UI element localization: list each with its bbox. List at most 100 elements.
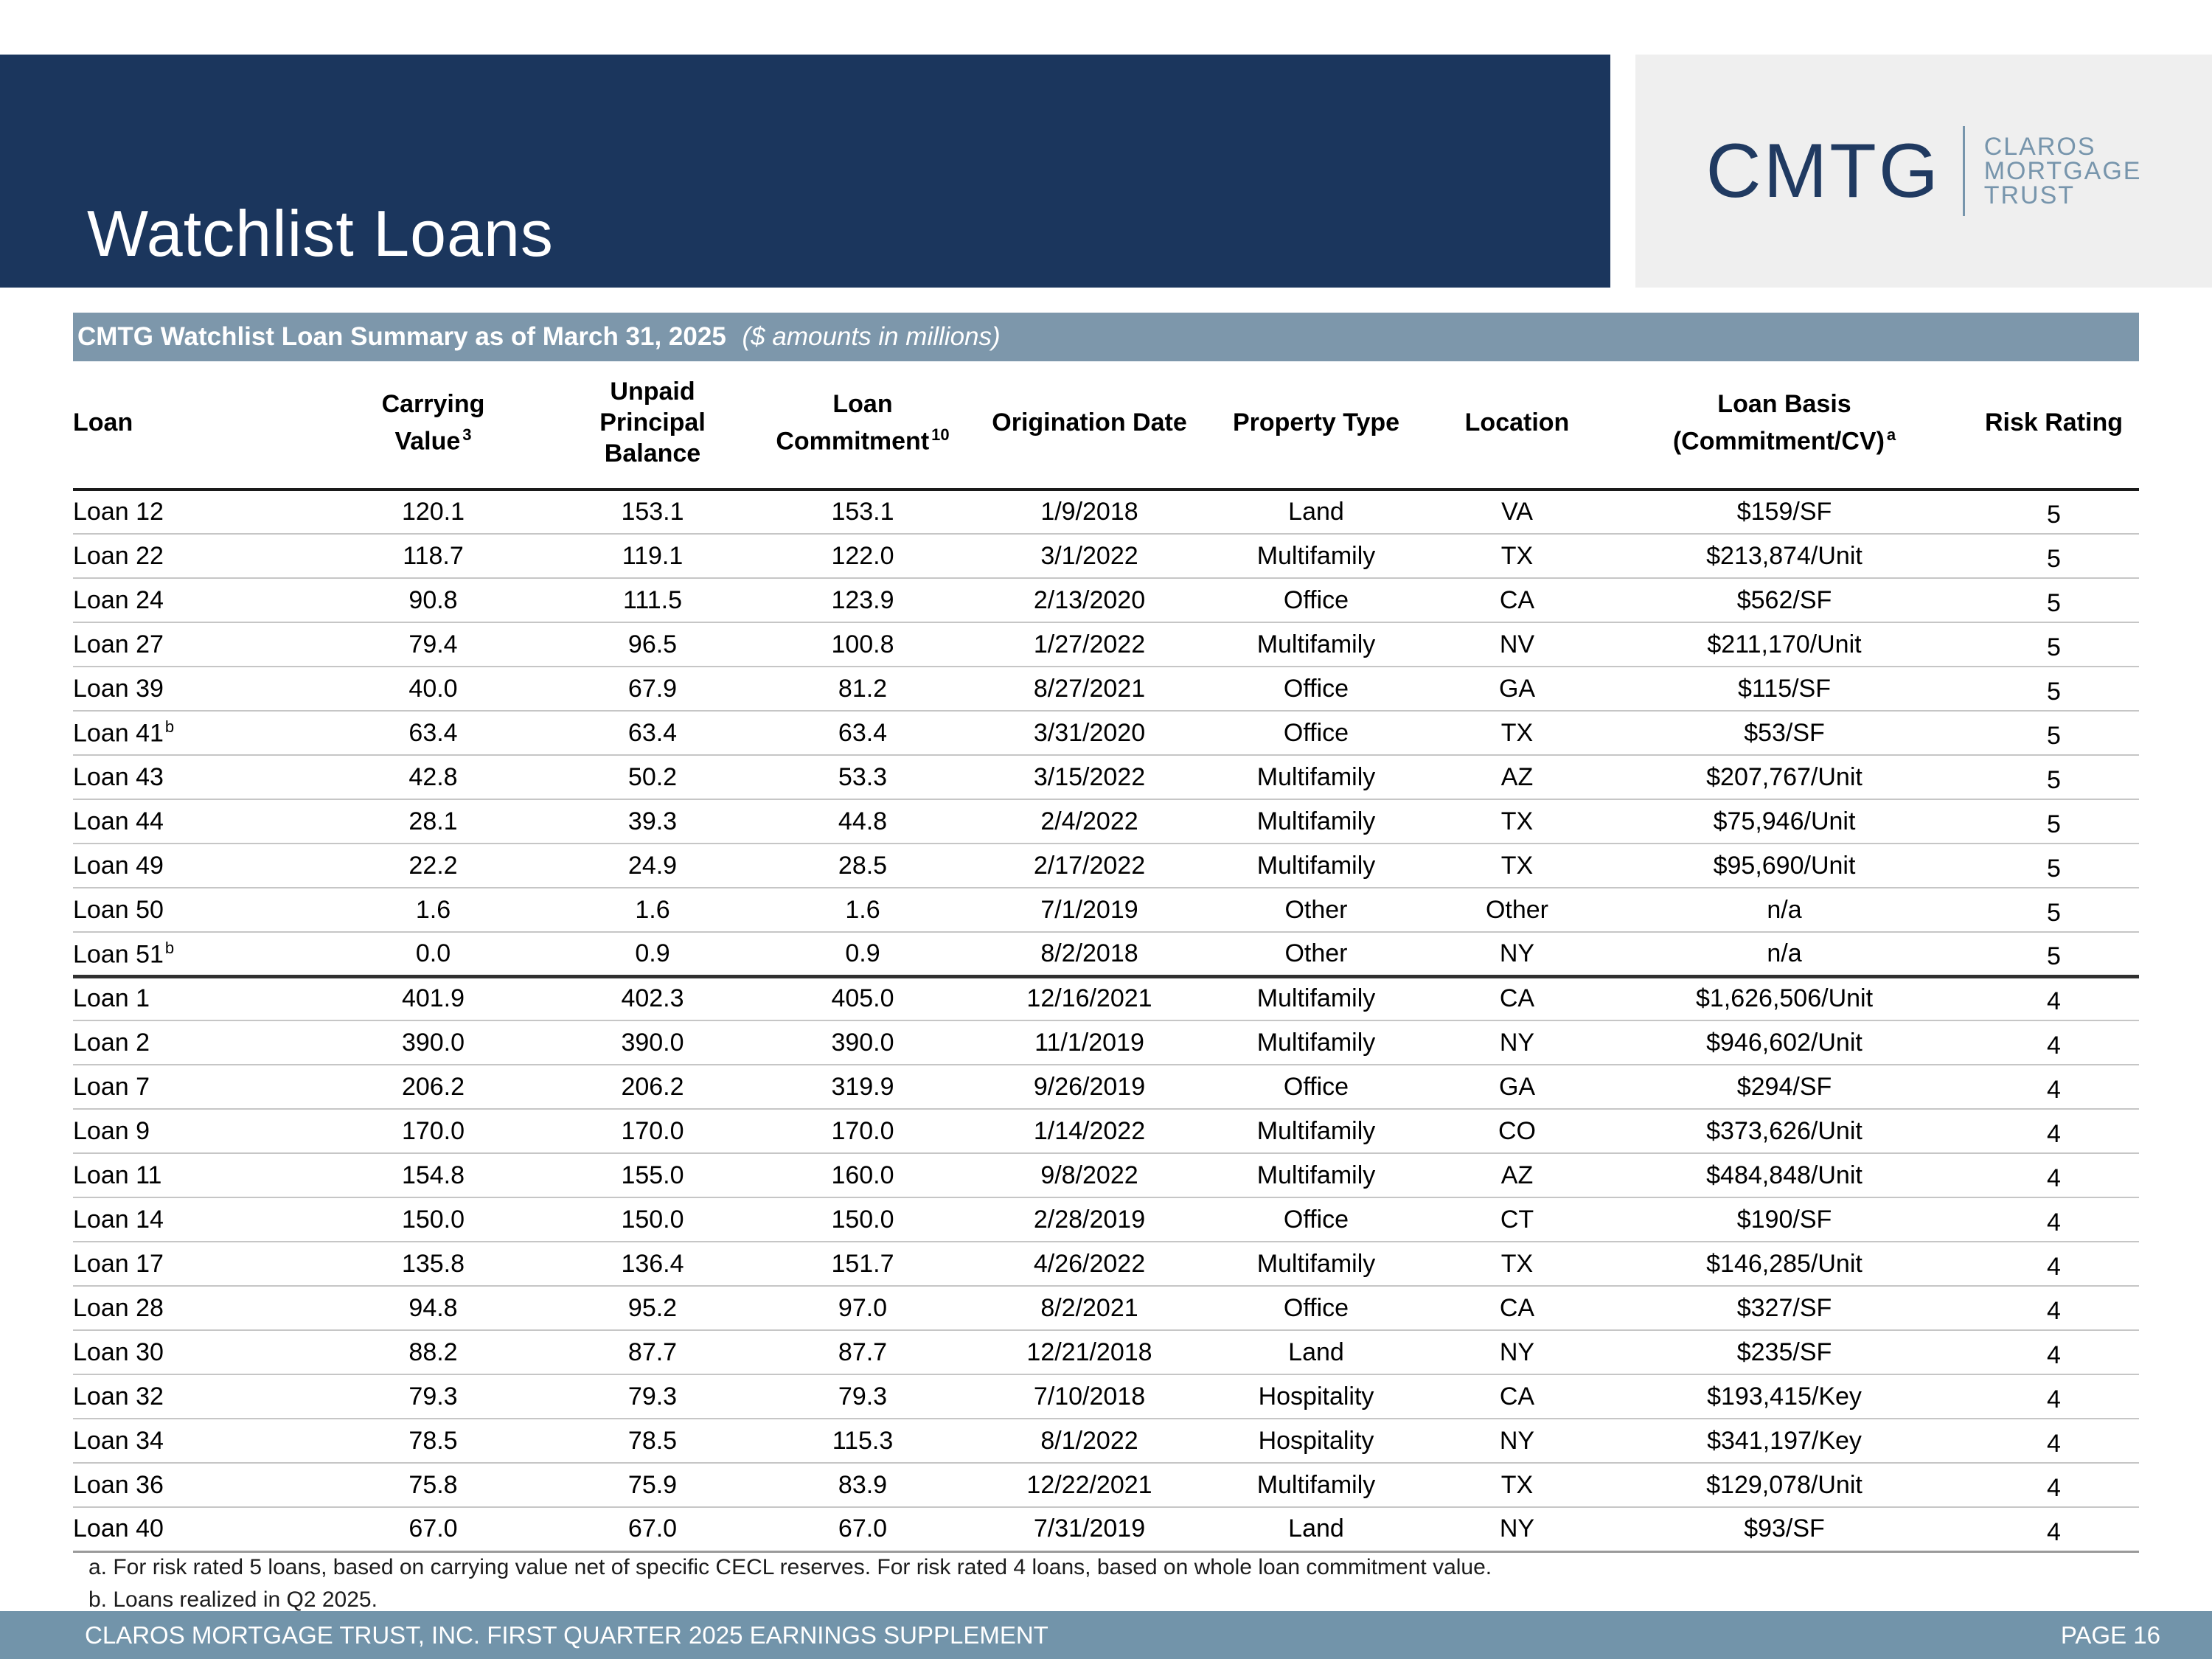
- cell-basis: $235/SF: [1600, 1329, 1969, 1374]
- cell-basis: $193,415/Key: [1600, 1374, 1969, 1419]
- cell-date: 2/4/2022: [981, 799, 1198, 844]
- cell-basis: $213,874/Unit: [1600, 533, 1969, 578]
- cell-carrying: 401.9: [306, 974, 560, 1020]
- cell-commitment: 151.7: [745, 1241, 981, 1286]
- cell-date: 12/21/2018: [981, 1329, 1198, 1374]
- cell-date: 12/22/2021: [981, 1462, 1198, 1507]
- cell-risk: 5: [1969, 843, 2139, 888]
- table-row: Loan 44 28.1 39.3 44.8 2/4/2022 Multifamily TX…: [73, 799, 2139, 844]
- cell-risk: 4: [1969, 974, 2139, 1020]
- page-footer: CLAROS MORTGAGE TRUST, INC. FIRST QUARTE…: [0, 1611, 2212, 1659]
- cell-carrying: 28.1: [306, 799, 560, 844]
- cell-type: Office: [1198, 577, 1434, 622]
- cell-basis: $53/SF: [1600, 710, 1969, 755]
- header-row: Loan Carrying Value 3 Unpaid Principal Balanc…: [73, 376, 2139, 491]
- cell-location: TX: [1434, 1462, 1600, 1507]
- cell-carrying: 118.7: [306, 533, 560, 578]
- cell-unpaid: 111.5: [560, 577, 745, 622]
- cell-loan: Loan 41b: [73, 710, 306, 755]
- cell-carrying: 120.1: [401, 498, 465, 526]
- cell-location: CA: [1434, 577, 1600, 622]
- column-header-unpaid: Unpaid Principal Balance: [560, 376, 745, 491]
- cell-loan: Loan 40: [73, 1506, 306, 1553]
- cell-carrying: 40.0: [306, 666, 560, 711]
- cell-basis: $341,197/Key: [1600, 1418, 1969, 1463]
- footnote: b. Loans realized in Q2 2025.: [88, 1587, 378, 1612]
- cell-loan: Loan 50: [73, 887, 306, 932]
- cell-commitment: 153.1: [831, 498, 894, 526]
- cell-date: 8/1/2022: [981, 1418, 1198, 1463]
- cell-commitment: 100.8: [745, 622, 981, 667]
- loan-table-body: Loan 12 120.1 153.1 153.1 1/9/2018 Land VA $159…: [73, 490, 2139, 1553]
- table-row: Loan 27 79.4 96.5 100.8 1/27/2022 Multifamily…: [73, 622, 2139, 667]
- cell-loan: Loan 36: [73, 1462, 306, 1507]
- cell-carrying: 22.2: [306, 843, 560, 888]
- cell-risk: 5: [1969, 887, 2139, 932]
- cell-commitment: 123.9: [745, 577, 981, 622]
- column-header-risk: Risk Rating: [1969, 376, 2139, 491]
- cell-carrying: 78.5: [306, 1418, 560, 1463]
- cell-risk: 4: [1969, 1285, 2139, 1330]
- cell-loan: Loan 28: [73, 1285, 306, 1330]
- cell-unpaid: 87.7: [560, 1329, 745, 1374]
- cell-basis: n/a: [1600, 931, 1969, 976]
- table-row: Loan 28 94.8 95.2 97.0 8/2/2021 Office CA $327/…: [73, 1285, 2139, 1330]
- logo-wordmark: CLAROS MORTGAGE TRUST: [1983, 132, 2142, 208]
- cell-commitment: 390.0: [745, 1020, 981, 1065]
- cell-risk: 4: [1969, 1197, 2139, 1242]
- table-row: Loan 22 118.7 119.1 122.0 3/1/2022 Multifamil…: [73, 533, 2139, 578]
- cell-type: Multifamily: [1198, 1462, 1434, 1507]
- cell-type: Multifamily: [1198, 1108, 1434, 1153]
- cell-location: CA: [1434, 1374, 1600, 1419]
- cell-location: Other: [1434, 887, 1600, 932]
- cell-commitment: 63.4: [745, 710, 981, 755]
- cell-date: 7/10/2018: [981, 1374, 1198, 1419]
- cell-type: Hospitality: [1198, 1418, 1434, 1463]
- cell-type: Multifamily: [1198, 533, 1434, 578]
- cell-commitment: 170.0: [745, 1108, 981, 1153]
- cell-location: NY: [1434, 1506, 1600, 1553]
- cell-date: 12/16/2021: [981, 974, 1198, 1020]
- cell-date: 1/14/2022: [981, 1108, 1198, 1153]
- cell-location: AZ: [1434, 754, 1600, 799]
- cell-carrying: 42.8: [306, 754, 560, 799]
- table-row: Loan 14 150.0 150.0 150.0 2/28/2019 Office CT $…: [73, 1197, 2139, 1242]
- cell-location: CT: [1434, 1197, 1600, 1242]
- table-row: Loan 1 401.9 402.3 405.0 12/16/2021 Multifami…: [73, 974, 2139, 1020]
- cell-carrying: 0.0: [306, 931, 560, 976]
- cell-location: NY: [1434, 1329, 1600, 1374]
- cell-risk: 5: [1969, 622, 2139, 667]
- cell-unpaid: 75.9: [560, 1462, 745, 1507]
- cell-unpaid: 79.3: [560, 1374, 745, 1419]
- cell-unpaid: 170.0: [560, 1108, 745, 1153]
- cell-location: TX: [1434, 533, 1600, 578]
- cell-basis: $327/SF: [1600, 1285, 1969, 1330]
- cell-unpaid: 155.0: [560, 1152, 745, 1197]
- cell-date: 3/1/2022: [981, 533, 1198, 578]
- logo-line-1: CLAROS: [1983, 132, 2096, 161]
- cell-loan: Loan 24: [73, 577, 306, 622]
- cell-commitment: 28.5: [745, 843, 981, 888]
- cell-commitment: 405.0: [745, 974, 981, 1020]
- cell-unpaid: 63.4: [560, 710, 745, 755]
- cell-unpaid: 96.5: [560, 622, 745, 667]
- cell-location: NY: [1434, 1020, 1600, 1065]
- table-row: Loan 17 135.8 136.4 151.7 4/26/2022 Multifami…: [73, 1241, 2139, 1286]
- cell-loan: Loan 17: [73, 1241, 306, 1286]
- loan-table: Loan Carrying Value 3 Unpaid Principal Balanc…: [73, 376, 2139, 1553]
- table-row: Loan 30 88.2 87.7 87.7 12/21/2018 Land NY $235/…: [73, 1329, 2139, 1374]
- cell-type: Multifamily: [1198, 622, 1434, 667]
- table-row: Loan 12 120.1 153.1 153.1 1/9/2018 Land VA $159…: [73, 490, 2139, 534]
- logo-acronym: CMTG: [1705, 128, 1941, 214]
- company-logo: CMTG CLAROS MORTGAGE TRUST: [1635, 55, 2212, 288]
- page-title: Watchlist Loans: [87, 197, 554, 270]
- cell-risk: 4: [1969, 1418, 2139, 1463]
- cell-risk: 5: [1969, 666, 2139, 711]
- table-caption-bar: CMTG Watchlist Loan Summary as of March …: [73, 313, 2139, 361]
- cell-commitment: 87.7: [745, 1329, 981, 1374]
- cell-commitment: 319.9: [745, 1064, 981, 1109]
- column-header-type: Property Type: [1198, 376, 1434, 491]
- cell-location: TX: [1434, 1241, 1600, 1286]
- cell-unpaid: 402.3: [560, 974, 745, 1020]
- cell-carrying: 79.3: [306, 1374, 560, 1419]
